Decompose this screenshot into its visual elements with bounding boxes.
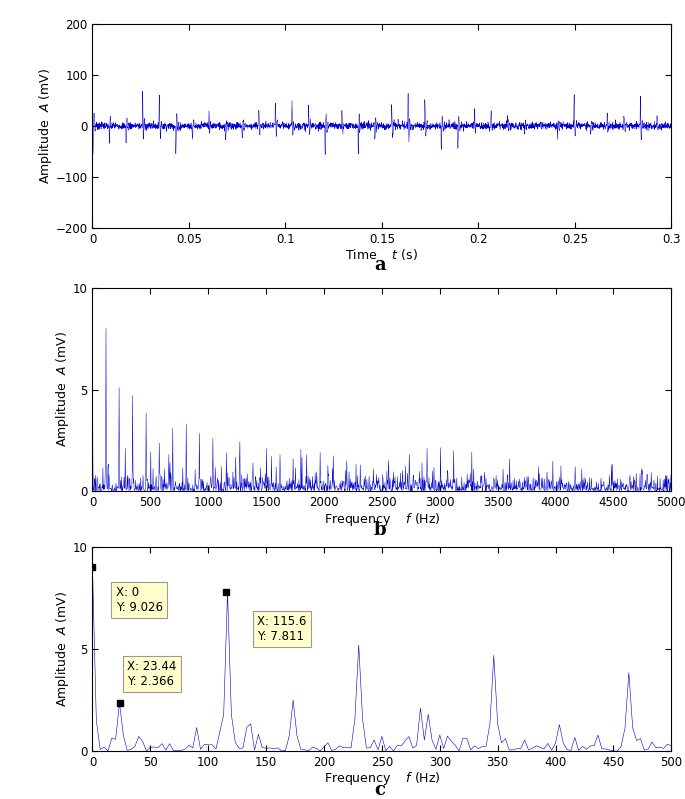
Text: X: 115.6
Y: 7.811: X: 115.6 Y: 7.811 [258,614,307,643]
Text: c: c [375,781,386,799]
X-axis label: Time    $\mathit{t}$ (s): Time $\mathit{t}$ (s) [345,247,419,262]
Text: a: a [375,256,386,274]
Text: b: b [374,521,386,539]
Y-axis label: Amplitude  $\mathit{A}$ (mV): Amplitude $\mathit{A}$ (mV) [54,591,71,707]
X-axis label: Frequency    $\mathit{f}$ (Hz): Frequency $\mathit{f}$ (Hz) [323,770,440,787]
Text: X: 23.44
Y: 2.366: X: 23.44 Y: 2.366 [127,660,177,688]
X-axis label: Frequency    $\mathit{f}$ (Hz): Frequency $\mathit{f}$ (Hz) [323,511,440,527]
Y-axis label: Amplitude  $\mathit{A}$ (mV): Amplitude $\mathit{A}$ (mV) [37,68,54,184]
Text: X: 0
Y: 9.026: X: 0 Y: 9.026 [116,586,162,614]
Y-axis label: Amplitude  $\mathit{A}$ (mV): Amplitude $\mathit{A}$ (mV) [54,332,71,447]
